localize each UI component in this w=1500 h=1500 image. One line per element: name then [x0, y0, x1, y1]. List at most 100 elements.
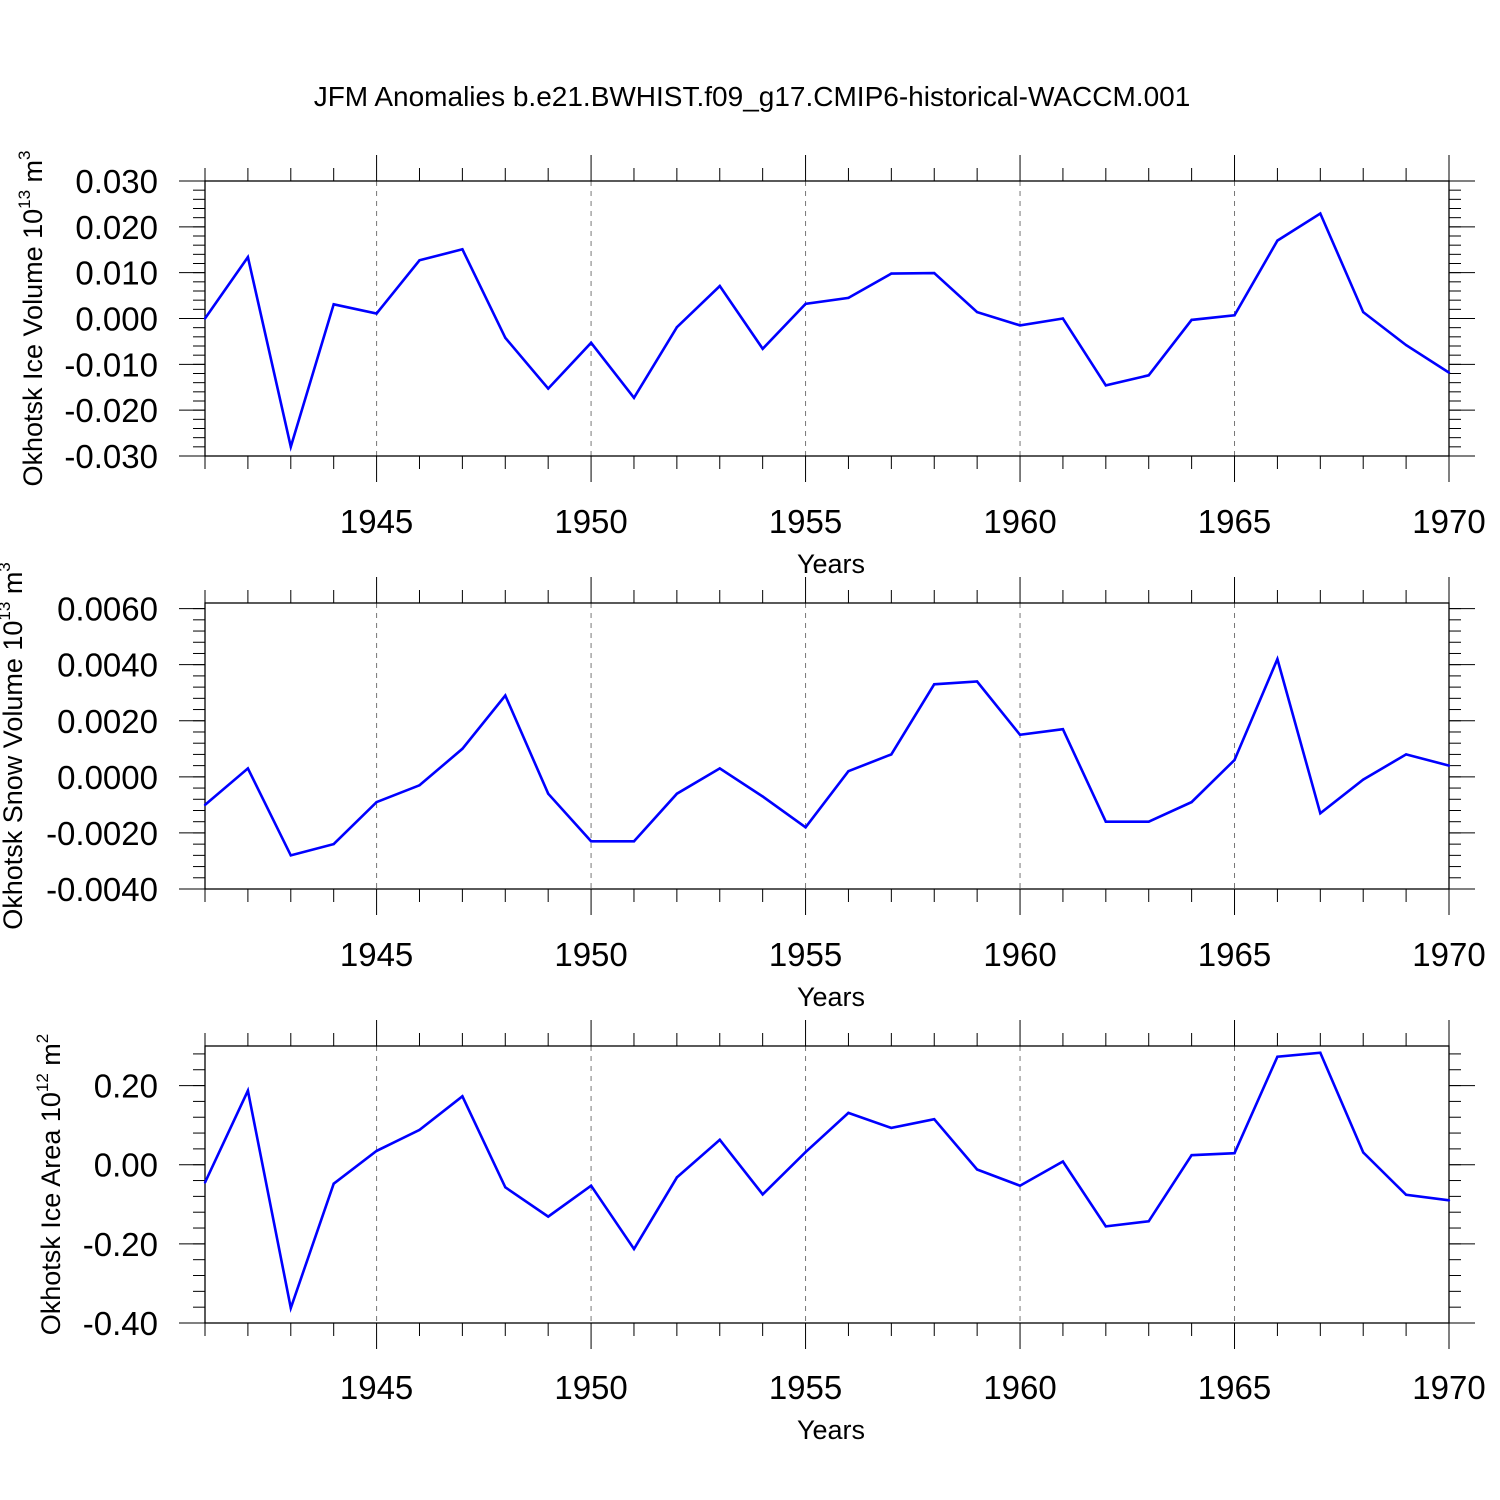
data-point: [1147, 820, 1150, 823]
y-axis-label-unit-exponent: 2: [33, 1034, 52, 1043]
y-axis-label-base: Okhotsk Ice Volume 10: [18, 209, 48, 487]
y-tick-label: 0.0060: [57, 591, 158, 628]
data-point: [804, 826, 807, 829]
x-tick-label: 1950: [554, 503, 627, 540]
data-point: [804, 302, 807, 306]
data-point: [375, 1149, 378, 1153]
data-point: [1061, 727, 1065, 731]
data-point: [1362, 1151, 1365, 1154]
data-point: [289, 445, 292, 449]
data-point: [933, 271, 936, 275]
data-point: [890, 753, 893, 756]
x-tick-label: 1965: [1198, 936, 1271, 973]
y-tick-label: -0.010: [64, 346, 158, 383]
x-tick-label: 1955: [769, 936, 842, 973]
data-point: [675, 1176, 679, 1179]
y-axis-label: Okhotsk Snow Volume 1013 m3: [0, 562, 28, 930]
data-point: [1233, 1152, 1236, 1155]
data-point: [675, 326, 679, 329]
data-point: [375, 800, 378, 804]
data-point: [675, 792, 679, 795]
y-axis-label-unit: m: [0, 572, 28, 602]
y-tick-label: -0.20: [83, 1226, 158, 1263]
data-point: [1276, 239, 1279, 242]
x-tick-label: 1970: [1412, 936, 1485, 973]
x-axis-label: Years: [797, 549, 865, 579]
data-point: [933, 683, 936, 686]
data-point: [1018, 1184, 1022, 1187]
panel-ice-area: 0.20 0.00 -0.20 -0.40 1945 1950 1955 1960 1965 19…: [33, 1020, 1486, 1445]
data-point: [546, 387, 550, 390]
x-tick-label: 1960: [983, 1369, 1056, 1406]
data-point: [504, 1186, 507, 1189]
data-point: [203, 1181, 207, 1184]
x-tick-label: 1945: [340, 936, 413, 973]
data-point: [1276, 657, 1279, 661]
data-point: [589, 840, 593, 843]
data-point: [418, 259, 421, 262]
data-point: [1104, 1225, 1108, 1228]
data-point: [1061, 317, 1065, 320]
y-axis-label-unit: m: [18, 160, 48, 190]
plot-frame: [204, 602, 1450, 890]
y-tick-label: -0.020: [64, 392, 158, 429]
data-point: [933, 1118, 936, 1121]
y-axis-label: Okhotsk Ice Volume 1013 m3: [15, 150, 48, 486]
data-point: [1147, 1220, 1150, 1223]
y-tick-label: 0.000: [75, 301, 158, 338]
panel-ice-volume: 0.030 0.020 0.010 0.000 -0.010 -0.020 -0.030 19…: [15, 150, 1486, 579]
y-tick-label: 0.00: [94, 1147, 158, 1184]
data-point: [1447, 764, 1451, 767]
y-tick-label: 0.030: [75, 163, 158, 200]
data-point: [761, 1193, 764, 1196]
plot-frame: [204, 1045, 1450, 1324]
data-point: [804, 1150, 807, 1154]
data-point: [461, 747, 464, 751]
data-point: [418, 1128, 421, 1132]
x-tick-label: 1950: [554, 936, 627, 973]
data-point: [632, 840, 636, 843]
data-point: [1404, 753, 1408, 756]
y-tick-label: -0.0020: [46, 815, 158, 852]
y-tick-label: -0.40: [83, 1305, 158, 1342]
data-point: [332, 842, 335, 846]
data-point: [1190, 318, 1193, 322]
panel-snow-volume: 0.0060 0.0040 0.0020 0.0000 -0.0020 -0.0040 19…: [0, 562, 1486, 1012]
figure-title: JFM Anomalies b.e21.BWHIST.f09_g17.CMIP6…: [314, 81, 1191, 112]
series-line-ice-volume: [203, 211, 1450, 452]
data-point: [1362, 310, 1365, 314]
data-point: [1104, 384, 1108, 387]
data-point: [1233, 758, 1236, 762]
data-point: [289, 854, 292, 857]
data-point: [890, 272, 893, 275]
data-point: [1319, 812, 1322, 815]
data-point: [203, 803, 207, 807]
data-point: [289, 1306, 292, 1310]
x-axis-label: Years: [797, 1415, 865, 1445]
y-axis-label-base: Okhotsk Ice Area 10: [36, 1092, 66, 1335]
x-tick-label: 1970: [1412, 503, 1485, 540]
y-axis-label-base: Okhotsk Snow Volume 10: [0, 621, 28, 930]
data-point: [975, 1168, 979, 1171]
x-axis-label: Years: [797, 982, 865, 1012]
x-tick-label: 1960: [983, 503, 1056, 540]
series-line-snow-volume: [204, 655, 1450, 857]
data-point: [246, 1089, 250, 1092]
data-point: [504, 336, 507, 339]
y-tick-label: 0.0000: [57, 759, 158, 796]
y-tick-label: 0.20: [94, 1068, 158, 1105]
data-point: [461, 1095, 464, 1098]
data-point: [632, 1247, 636, 1251]
data-point: [1018, 733, 1022, 736]
data-point: [1190, 800, 1193, 804]
data-point: [847, 1111, 850, 1115]
x-tick-label: 1955: [769, 1369, 842, 1406]
y-axis-label: Okhotsk Ice Area 1012 m2: [33, 1034, 66, 1336]
data-point: [1233, 314, 1236, 317]
data-point: [203, 317, 207, 320]
data-point: [975, 680, 979, 683]
y-tick-label: 0.0020: [57, 703, 158, 740]
data-point: [975, 310, 979, 314]
y-tick-label: -0.0040: [46, 871, 158, 908]
